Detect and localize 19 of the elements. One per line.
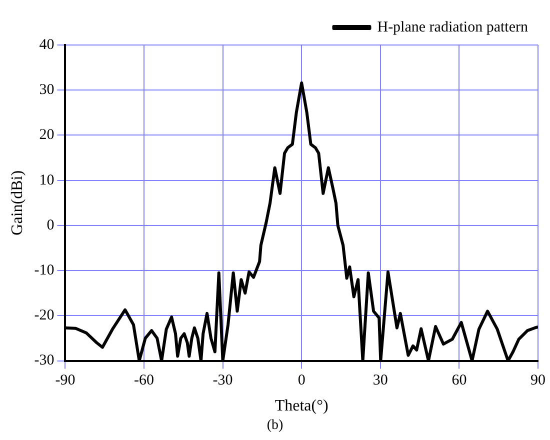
- y-tick-label: -30: [34, 352, 54, 369]
- x-tick-label: 60: [452, 372, 467, 389]
- y-tick-label: 10: [39, 172, 54, 188]
- legend-label: H-plane radiation pattern: [377, 19, 528, 36]
- x-tick-label: 30: [372, 372, 388, 389]
- text: (b): [266, 418, 284, 434]
- x-tick-label: -30: [212, 372, 233, 389]
- x-axis-title: Theta(°): [274, 398, 328, 415]
- y-tick-label: 0: [46, 217, 54, 234]
- x-tick-label: 0: [298, 372, 306, 389]
- x-tick-label: -60: [134, 372, 154, 389]
- x-tick-label: 90: [530, 372, 546, 389]
- x-tick-label: -90: [55, 372, 76, 389]
- y-tick-label: -20: [34, 308, 54, 324]
- y-tick-label: 30: [39, 82, 54, 98]
- y-tick-label: 40: [39, 36, 54, 53]
- y-axis-title: Gain(dBi): [8, 170, 26, 236]
- y-tick-label: 20: [39, 127, 54, 144]
- y-tick-label: -10: [34, 262, 54, 279]
